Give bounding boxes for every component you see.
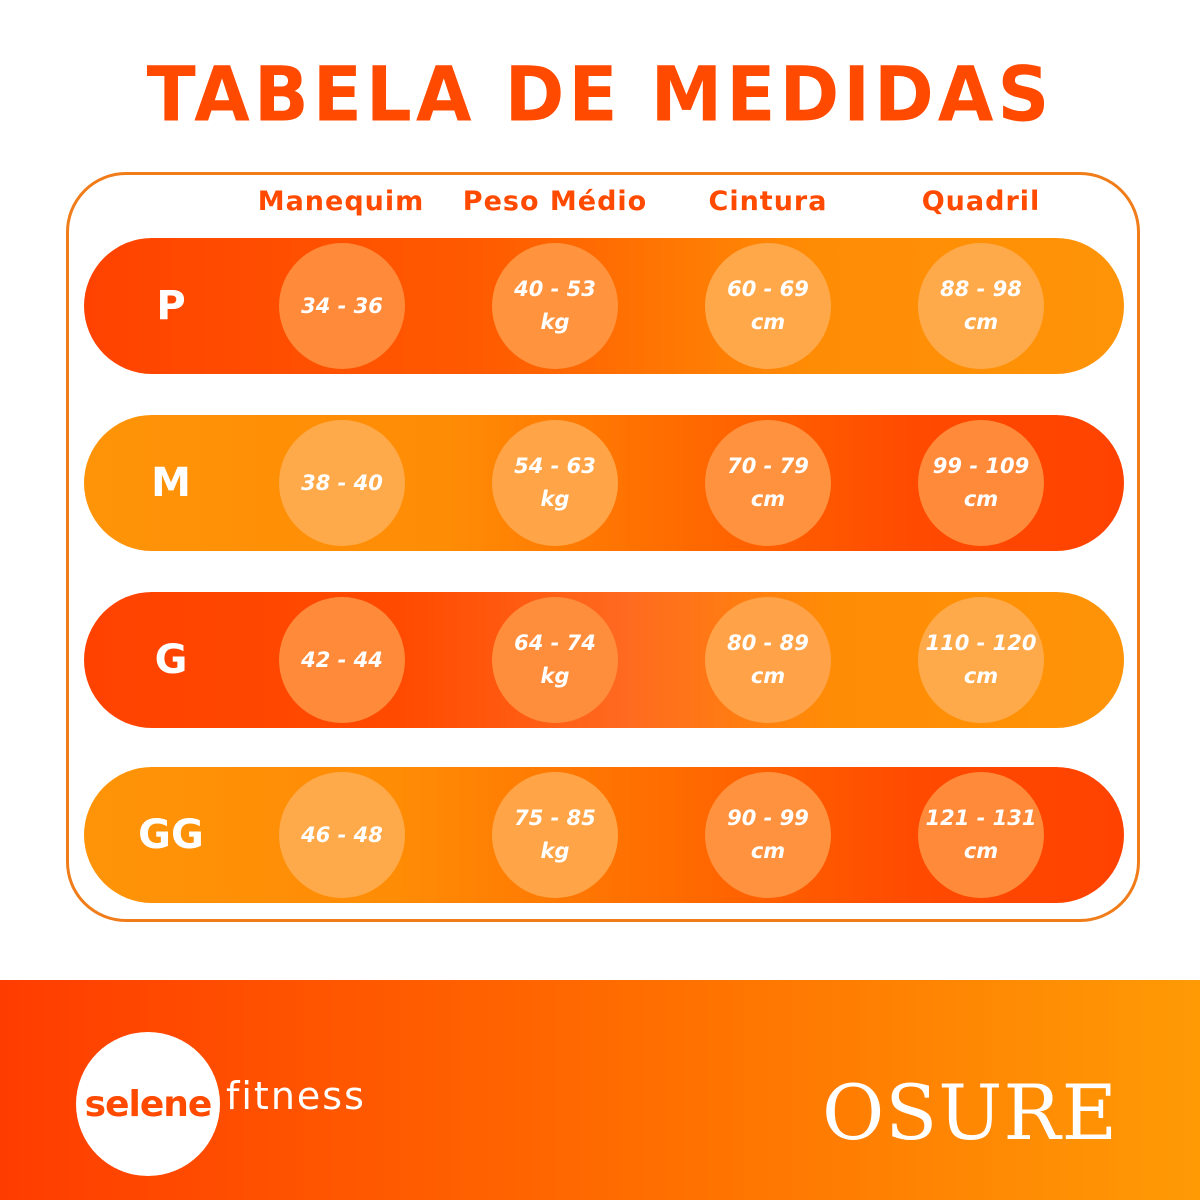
quadril-cell: 121 - 131 cm bbox=[918, 772, 1044, 898]
value-text: 75 - 85 bbox=[514, 806, 596, 830]
logo-word-selene: selene bbox=[84, 1083, 213, 1125]
value-text: 88 - 98 bbox=[940, 277, 1022, 301]
column-header-manequim: Manequim bbox=[257, 186, 425, 217]
value-text: 34 - 36 bbox=[301, 293, 383, 318]
value-text: 64 - 74 bbox=[514, 631, 596, 655]
value-text: 42 - 44 bbox=[301, 647, 383, 672]
column-header-peso-medio: Peso Médio bbox=[462, 186, 648, 217]
unit-text: cm bbox=[963, 664, 999, 688]
cintura-cell: 70 - 79 cm bbox=[705, 420, 831, 546]
value-text: 99 - 109 bbox=[932, 454, 1030, 478]
value-text: 121 - 131 bbox=[925, 806, 1037, 830]
osure-logo: OSURE bbox=[821, 1068, 1119, 1157]
logo-word-fitness: fitness bbox=[226, 1074, 366, 1118]
unit-text: cm bbox=[963, 839, 999, 863]
column-header-quadril: Quadril bbox=[921, 186, 1041, 217]
table-row-p: P 34 - 36 40 - 53 kg 60 - 69 cm 88 - 98 … bbox=[84, 238, 1124, 374]
unit-text: cm bbox=[750, 664, 786, 688]
manequim-cell: 38 - 40 bbox=[279, 420, 405, 546]
value-text: 60 - 69 bbox=[727, 277, 809, 301]
cintura-cell: 60 - 69 cm bbox=[705, 243, 831, 369]
quadril-cell: 110 - 120 cm bbox=[918, 597, 1044, 723]
table-row-gg: GG 46 - 48 75 - 85 kg 90 - 99 cm 121 - 1… bbox=[84, 767, 1124, 903]
value-text: 80 - 89 bbox=[727, 631, 809, 655]
unit-text: cm bbox=[750, 839, 786, 863]
quadril-cell: 88 - 98 cm bbox=[918, 243, 1044, 369]
size-label: GG bbox=[138, 812, 204, 858]
size-label: M bbox=[151, 460, 191, 506]
cintura-cell: 90 - 99 cm bbox=[705, 772, 831, 898]
value-text: 54 - 63 bbox=[514, 454, 596, 478]
size-label: P bbox=[156, 283, 186, 329]
column-header-cintura: Cintura bbox=[708, 186, 828, 217]
manequim-cell: 46 - 48 bbox=[279, 772, 405, 898]
peso-cell: 54 - 63 kg bbox=[492, 420, 618, 546]
peso-cell: 64 - 74 kg bbox=[492, 597, 618, 723]
table-row-g: G 42 - 44 64 - 74 kg 80 - 89 cm 110 - 12… bbox=[84, 592, 1124, 728]
value-text: 70 - 79 bbox=[727, 454, 809, 478]
unit-text: kg bbox=[540, 664, 570, 688]
selene-logo: selene bbox=[76, 1032, 220, 1176]
unit-text: cm bbox=[963, 310, 999, 334]
manequim-cell: 42 - 44 bbox=[279, 597, 405, 723]
page-title: TABELA DE MEDIDAS bbox=[146, 49, 1054, 139]
value-text: 46 - 48 bbox=[301, 822, 383, 847]
unit-text: cm bbox=[750, 487, 786, 511]
value-text: 110 - 120 bbox=[925, 631, 1037, 655]
manequim-cell: 34 - 36 bbox=[279, 243, 405, 369]
unit-text: cm bbox=[750, 310, 786, 334]
value-text: 38 - 40 bbox=[301, 470, 383, 495]
peso-cell: 40 - 53 kg bbox=[492, 243, 618, 369]
cintura-cell: 80 - 89 cm bbox=[705, 597, 831, 723]
unit-text: cm bbox=[963, 487, 999, 511]
table-frame bbox=[66, 172, 1140, 922]
size-label: G bbox=[154, 637, 188, 683]
value-text: 40 - 53 bbox=[514, 277, 596, 301]
quadril-cell: 99 - 109 cm bbox=[918, 420, 1044, 546]
unit-text: kg bbox=[540, 310, 570, 334]
peso-cell: 75 - 85 kg bbox=[492, 772, 618, 898]
value-text: 90 - 99 bbox=[727, 806, 809, 830]
unit-text: kg bbox=[540, 487, 570, 511]
table-row-m: M 38 - 40 54 - 63 kg 70 - 79 cm 99 - 109… bbox=[84, 415, 1124, 551]
unit-text: kg bbox=[540, 839, 570, 863]
